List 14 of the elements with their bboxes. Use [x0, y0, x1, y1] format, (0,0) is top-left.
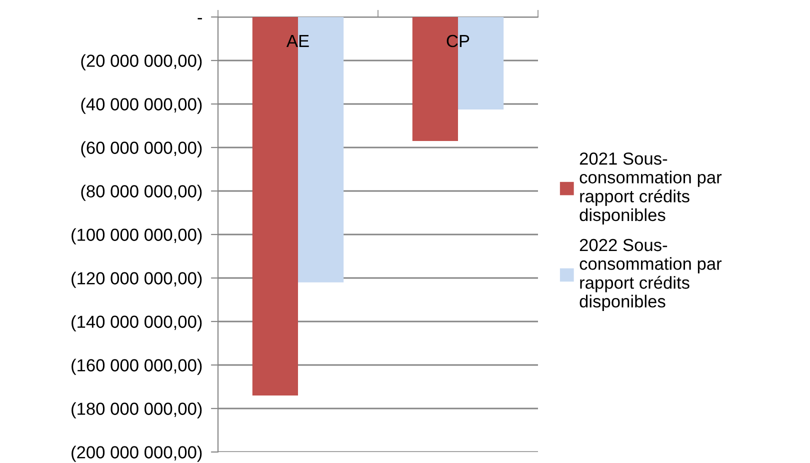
y-tick-label: -	[198, 18, 202, 20]
y-tick-label: (100 000 000,00)	[72, 228, 202, 244]
y-tick-label: (60 000 000,00)	[81, 141, 202, 158]
y-tick-label: (80 000 000,00)	[81, 184, 202, 201]
y-tick-label: (180 000 000,00)	[72, 402, 202, 418]
legend-label: 2021 Sous-consommation par rapport crédits disponibles	[580, 152, 722, 225]
y-tick-label: (40 000 000,00)	[81, 98, 202, 114]
y-tick-label: (20 000 000,00)	[81, 54, 202, 70]
y-tick-label: (200 000 000,00)	[72, 446, 202, 462]
y-tick-label: (140 000 000,00)	[72, 315, 202, 332]
y-tick-label: (120 000 000,00)	[72, 272, 202, 288]
x-tick-label: CP	[446, 34, 470, 48]
legend-label: 2022 Sous-consommation par rapport crédits disponibles	[580, 238, 722, 311]
y-tick-label: (160 000 000,00)	[72, 358, 202, 375]
